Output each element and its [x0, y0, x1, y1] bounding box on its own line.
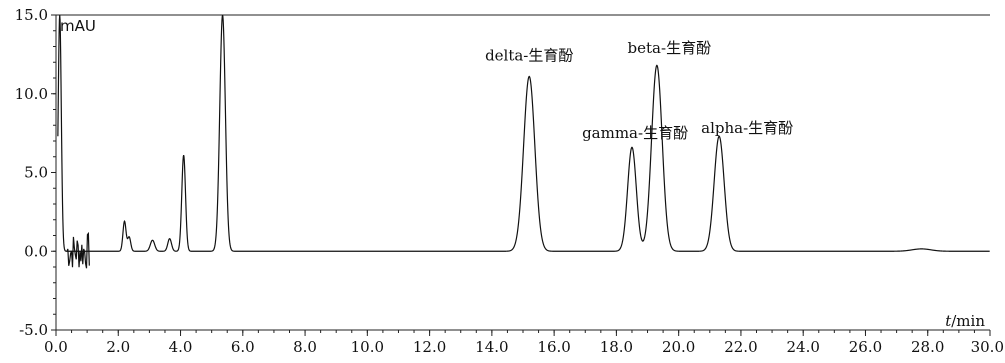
x-tick-label: 24.0 [786, 338, 819, 356]
x-tick-label: 4.0 [169, 338, 193, 356]
y-tick-label: -5.0 [19, 321, 48, 339]
baseline-noise [66, 231, 90, 269]
x-axis-label-unit: /min [951, 312, 985, 330]
x-tick-label: 18.0 [600, 338, 633, 356]
y-axis-unit-label: mAU [60, 17, 96, 35]
x-tick-label: 0.0 [44, 338, 68, 356]
x-tick-label: 20.0 [662, 338, 695, 356]
x-tick-label: 16.0 [537, 338, 570, 356]
x-tick-label: 12.0 [413, 338, 446, 356]
x-axis-label-variable: t [945, 312, 952, 330]
x-tick-label: 30.0 [971, 338, 1004, 356]
x-tick-label: 14.0 [475, 338, 508, 356]
x-tick-label: 22.0 [724, 338, 757, 356]
x-tick-label: 28.0 [911, 338, 944, 356]
y-tick-label: 5.0 [24, 164, 48, 182]
y-tick-label: 15.0 [15, 6, 48, 24]
peak-label: delta-生育酚 [485, 47, 573, 65]
x-tick-label: 26.0 [849, 338, 882, 356]
peak-label: gamma-生育酚 [582, 124, 688, 142]
y-tick-label: 10.0 [15, 85, 48, 103]
x-tick-label: 6.0 [231, 338, 255, 356]
chromatogram-trace [57, 14, 990, 252]
x-axis-label: t/min [945, 312, 985, 330]
x-tick-label: 2.0 [106, 338, 130, 356]
x-tick-label: 8.0 [293, 338, 317, 356]
y-tick-label: 0.0 [24, 242, 48, 260]
peak-label: alpha-生育酚 [701, 119, 793, 137]
peak-label: beta-生育酚 [628, 39, 712, 57]
x-tick-label: 10.0 [351, 338, 384, 356]
